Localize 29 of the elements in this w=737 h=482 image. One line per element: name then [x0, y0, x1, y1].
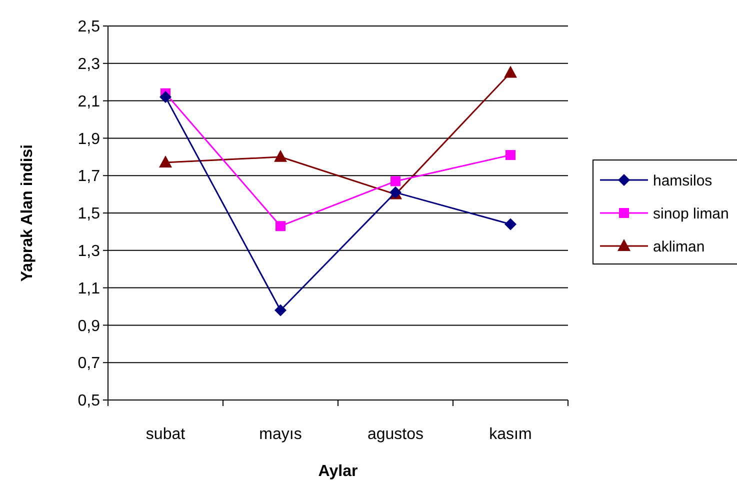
- y-tick-label: 2,3: [78, 56, 100, 73]
- point: [159, 156, 172, 168]
- x-tick-label: mayıs: [259, 426, 302, 443]
- y-tick-label: 1,1: [78, 280, 100, 298]
- x-tick-label: subat: [146, 426, 186, 443]
- y-tick-label: 1,3: [78, 243, 100, 260]
- y-tick-label: 1,7: [78, 168, 100, 186]
- y-axis-title: Yaprak Alan indisi: [19, 144, 36, 282]
- point: [274, 304, 286, 316]
- y-tick-label: 2,1: [78, 93, 100, 110]
- point: [504, 218, 516, 230]
- point: [506, 150, 516, 160]
- legend-label: akliman: [653, 238, 705, 256]
- y-tick-label: 1,5: [78, 206, 100, 223]
- y-tick-label: 0,7: [78, 355, 100, 372]
- point: [276, 221, 286, 232]
- point: [504, 66, 517, 78]
- x-axis-title: Aylar: [318, 463, 358, 480]
- point: [274, 150, 287, 162]
- y-tick-label: 2,5: [78, 18, 100, 36]
- y-tick-label: 1,9: [78, 130, 100, 148]
- x-tick-label: agustos: [367, 426, 424, 443]
- y-tick-label: 0,5: [78, 392, 100, 410]
- point: [390, 176, 400, 186]
- point: [160, 91, 172, 104]
- x-tick-label: kasım: [489, 426, 532, 443]
- y-tick-label: 0,9: [78, 318, 100, 335]
- legend-label: hamsilos: [653, 172, 712, 190]
- legend-label: sinop liman: [653, 205, 729, 222]
